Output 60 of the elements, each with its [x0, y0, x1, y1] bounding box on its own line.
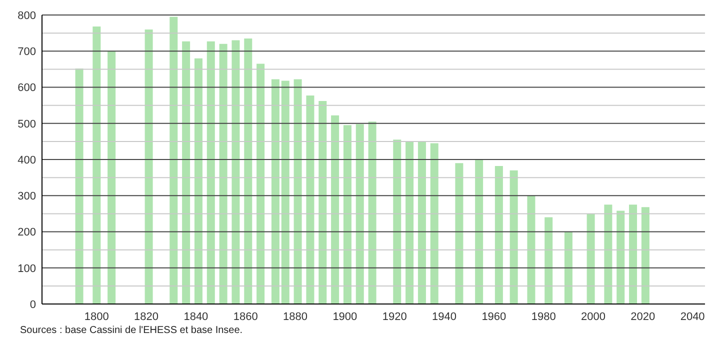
bar: [108, 51, 116, 304]
y-tick-label: 700: [18, 46, 36, 58]
bar: [616, 210, 625, 304]
bar: [604, 204, 612, 304]
x-tick-label: 1860: [233, 310, 258, 323]
bar: [564, 232, 572, 304]
bar: [368, 122, 376, 304]
x-tick-label: 1800: [84, 310, 109, 323]
x-tick-label: 2000: [581, 310, 606, 323]
x-tick-label: 1880: [283, 310, 308, 323]
bar: [393, 140, 402, 304]
y-tick-label: 600: [18, 82, 36, 94]
bar: [92, 26, 101, 304]
bar: [527, 196, 536, 304]
bar: [331, 115, 340, 304]
bar: [144, 29, 153, 304]
bar: [629, 204, 638, 304]
bar: [641, 207, 650, 304]
bar: [170, 16, 178, 304]
bar: [256, 64, 265, 304]
bar: [294, 79, 302, 304]
bar: [318, 100, 327, 304]
bar: [455, 163, 464, 304]
bar: [281, 80, 290, 304]
bar: [356, 124, 364, 304]
bar: [271, 79, 280, 304]
x-tick-label: 1820: [134, 310, 159, 323]
bar: [206, 41, 215, 304]
y-tick-label: 0: [30, 298, 36, 311]
y-tick-label: 300: [18, 190, 36, 203]
bar: [343, 125, 352, 304]
x-tick-label: 1840: [184, 310, 208, 323]
bar: [182, 41, 190, 304]
bar: [430, 143, 438, 304]
bar: [418, 141, 426, 304]
x-tick-label: 1920: [382, 310, 407, 323]
bar: [510, 170, 518, 304]
y-tick-label: 500: [18, 118, 36, 130]
y-tick-label: 400: [18, 154, 36, 166]
y-tick-label: 200: [18, 226, 36, 239]
bar: [494, 166, 503, 304]
bar: [406, 141, 414, 304]
bar: [586, 214, 595, 304]
bar: [219, 44, 228, 304]
y-tick-label: 800: [18, 10, 36, 22]
y-tick-label: 100: [18, 262, 36, 275]
bar: [75, 68, 84, 304]
x-tick-label: 2020: [630, 310, 656, 323]
x-tick-label: 1960: [482, 310, 506, 323]
bar: [544, 217, 553, 304]
bar: [232, 40, 240, 304]
bar: [194, 58, 202, 304]
bar: [306, 96, 314, 304]
x-tick-label: 1940: [432, 310, 457, 323]
x-tick-label: 1900: [332, 310, 358, 323]
bar: [244, 38, 252, 304]
bar: [475, 160, 484, 304]
source-note: Sources : base Cassini de l'EHESS et base Insee.: [20, 325, 244, 336]
x-tick-label: 1980: [531, 310, 556, 323]
x-tick-label: 2040: [680, 310, 705, 323]
